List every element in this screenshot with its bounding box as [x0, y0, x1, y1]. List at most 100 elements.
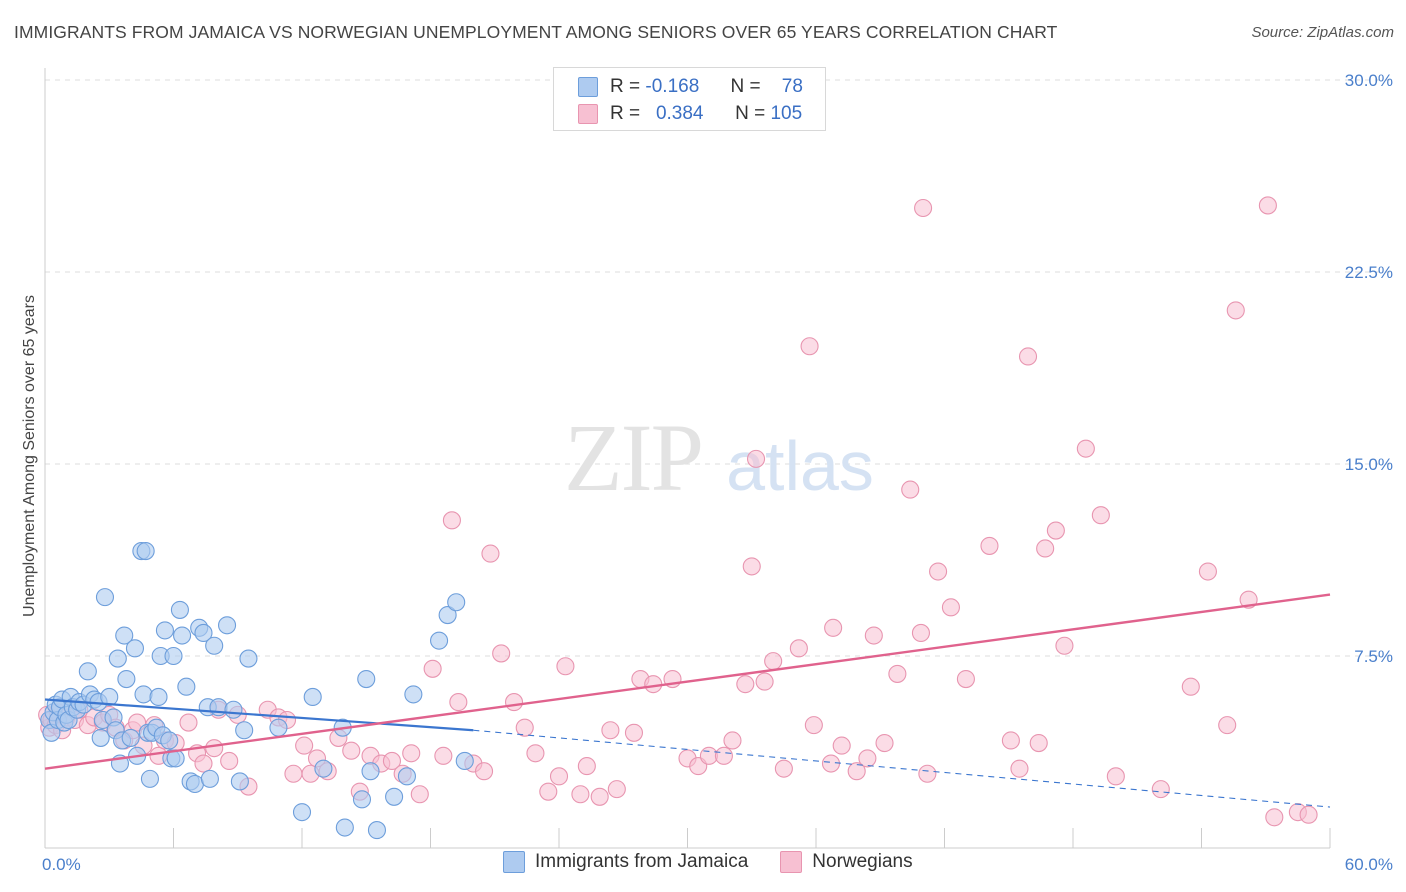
norwegians-point — [746, 449, 766, 468]
norwegians-point — [1258, 196, 1277, 215]
norwegians-points — [38, 196, 1318, 827]
norwegians-point — [742, 557, 761, 576]
jamaica-point — [224, 700, 243, 719]
norwegians-point — [492, 644, 511, 663]
norwegians-point — [929, 562, 948, 581]
jamaica-point — [160, 731, 179, 750]
norwegians-point — [205, 739, 224, 758]
norwegians-point — [1010, 759, 1029, 778]
jamaica-trend-line — [44, 698, 474, 732]
norwegians-point — [858, 749, 877, 768]
norwegians-point — [804, 716, 823, 735]
norwegians-point — [918, 764, 937, 783]
jamaica-point — [314, 759, 333, 778]
norwegians-point — [194, 754, 213, 773]
source-label: Source: ZipAtlas.com — [1251, 24, 1394, 41]
norwegians-legend-swatch — [780, 851, 803, 873]
norwegians-point — [1036, 539, 1055, 558]
jamaica-trend-extension — [473, 729, 1331, 808]
norwegians-point — [179, 713, 198, 732]
jamaica-point — [91, 728, 110, 747]
jamaica-swatch — [578, 77, 598, 97]
norwegians-r-value: 0.384 — [655, 103, 704, 124]
jamaica-point — [447, 593, 466, 612]
norwegians-point — [549, 767, 569, 786]
norwegians-point — [342, 741, 361, 760]
norwegians-point — [864, 626, 883, 645]
n-label: N = — [735, 103, 766, 124]
jamaica-point — [303, 687, 322, 707]
norwegians-point — [423, 659, 442, 678]
jamaica-point — [269, 718, 288, 737]
norwegians-point — [504, 693, 524, 712]
jamaica-point — [140, 769, 159, 788]
jamaica-point — [385, 787, 404, 806]
norwegians-point — [539, 782, 558, 801]
jamaica-point — [136, 541, 155, 561]
legend-row-norwegians: R = 0.384 N = 105 — [554, 100, 802, 128]
x-tick-label-min: 0.0% — [42, 855, 81, 874]
tick-labels: 7.5% 15.0% 22.5% 30.0% 0.0% 60.0% — [42, 71, 1393, 874]
trend-lines — [44, 593, 1331, 808]
norwegians-point — [515, 718, 534, 737]
jamaica-point — [292, 803, 312, 822]
norwegians-point — [1091, 506, 1110, 525]
norwegians-point — [714, 746, 733, 765]
gridlines — [45, 79, 1392, 657]
norwegians-point — [755, 672, 774, 691]
norwegians-point — [571, 785, 590, 804]
norwegians-point — [624, 723, 644, 742]
y-tick-label: 7.5% — [1354, 647, 1393, 666]
norwegians-point — [832, 736, 851, 755]
jamaica-point — [164, 646, 183, 666]
y-tick-label: 15.0% — [1345, 455, 1393, 474]
jamaica-r-value: -0.168 — [645, 76, 700, 97]
jamaica-point — [230, 772, 249, 791]
norwegians-point — [901, 480, 920, 499]
norwegians-point — [764, 652, 783, 671]
norwegians-point — [1029, 733, 1048, 753]
jamaica-point — [115, 626, 134, 645]
norwegians-point — [736, 675, 755, 694]
norwegians-point — [847, 762, 866, 781]
norwegians-point — [474, 762, 494, 781]
jamaica-point — [134, 685, 153, 704]
norwegians-point — [1265, 808, 1284, 827]
norwegians-point — [980, 536, 999, 555]
norwegians-point — [1106, 767, 1125, 786]
norwegians-point — [821, 754, 841, 773]
norwegians-point — [888, 664, 907, 683]
norwegians-point — [875, 733, 894, 753]
norwegians-point — [526, 744, 545, 763]
norwegians-point — [644, 675, 663, 694]
norwegians-point — [220, 751, 239, 771]
jamaica-point — [185, 774, 204, 794]
y-tick-label: 30.0% — [1345, 71, 1393, 90]
jamaica-point — [217, 616, 237, 635]
jamaica-point — [108, 649, 127, 668]
watermark-zip: ZIP — [564, 404, 702, 511]
norwegians-point — [382, 751, 402, 771]
jamaica-point — [200, 769, 219, 788]
legend-item-norwegians[interactable]: Norwegians — [780, 851, 913, 873]
legend-row-jamaica: R = -0.168 N = 78 — [554, 73, 803, 101]
jamaica-point — [404, 685, 423, 704]
jamaica-point — [125, 639, 144, 658]
jamaica-point — [95, 588, 115, 607]
norwegians-point — [1001, 731, 1020, 750]
n-label: N = — [730, 76, 761, 97]
norwegians-point — [1226, 301, 1245, 320]
correlation-legend: R = -0.168 N = 78 R = 0.384 N = 105 — [553, 67, 826, 131]
jamaica-point — [430, 631, 449, 650]
norwegians-point — [723, 731, 742, 750]
norwegians-swatch — [578, 104, 598, 124]
jamaica-point — [455, 751, 474, 771]
legend-item-jamaica[interactable]: Immigrants from Jamaica — [503, 851, 748, 873]
norwegians-point — [556, 657, 575, 676]
norwegians-point — [1076, 439, 1095, 458]
jamaica-point — [335, 818, 354, 837]
jamaica-point — [438, 605, 457, 625]
jamaica-point — [121, 728, 140, 747]
norwegians-point — [1151, 780, 1170, 799]
watermark-atlas: atlas — [726, 427, 874, 505]
